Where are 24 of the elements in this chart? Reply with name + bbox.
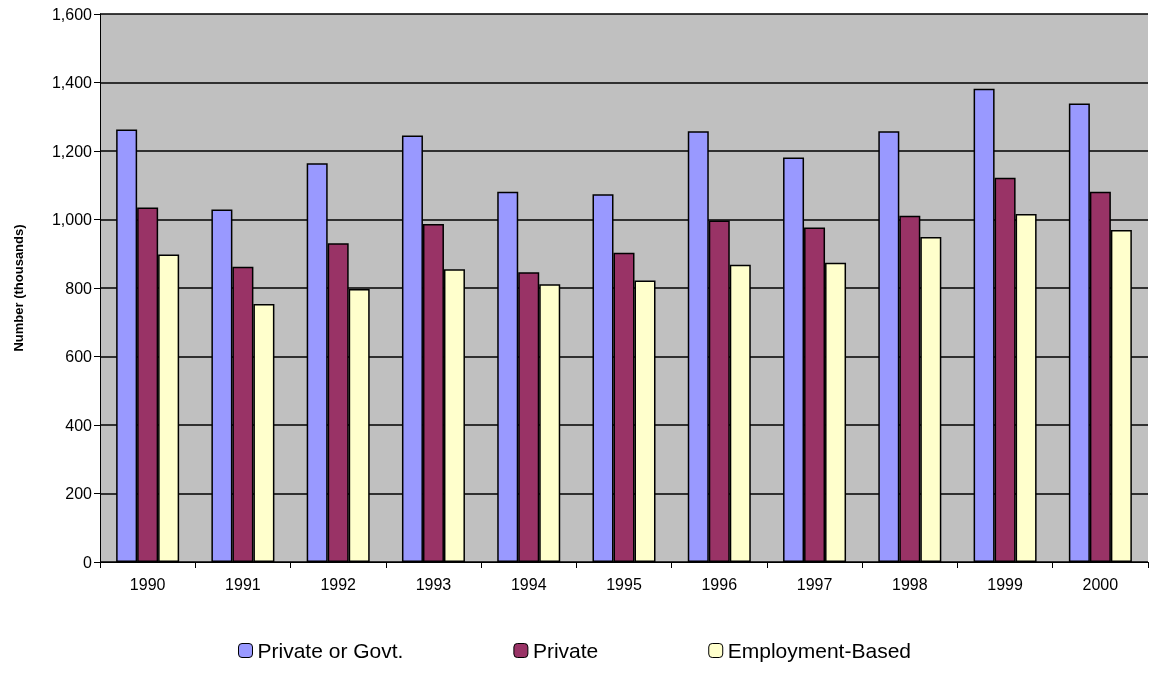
x-tick-label: 1998	[892, 575, 928, 593]
y-tick-label: 1,600	[51, 5, 93, 23]
legend-label: Private or Govt.	[257, 639, 404, 662]
legend-label: Private	[532, 639, 599, 662]
x-tick-label: 1990	[129, 575, 166, 593]
y-tick-label: 600	[65, 348, 93, 365]
x-tick-label: 1992	[320, 575, 357, 593]
y-axis-title: Number (thousands)	[11, 224, 26, 352]
x-tick-label: 1991	[225, 575, 261, 593]
x-tick-label: 1999	[987, 575, 1023, 593]
x-tick-label: 1997	[796, 575, 833, 593]
x-tick-label: 1994	[510, 575, 547, 593]
x-tick-label: 1995	[606, 575, 642, 593]
x-tick-label: 2000	[1082, 575, 1119, 593]
y-tick-label: 1,000	[51, 211, 93, 228]
y-tick-label: 0	[83, 553, 93, 571]
y-tick-label: 1,200	[51, 142, 93, 160]
y-tick-label: 200	[65, 485, 93, 502]
x-tick-label: 1996	[701, 575, 738, 593]
y-tick-label: 800	[65, 279, 93, 297]
legend-label: Employment-Based	[727, 639, 911, 662]
y-tick-label: 1,400	[51, 74, 93, 91]
x-tick-label: 1993	[415, 575, 452, 593]
y-tick-label: 400	[65, 416, 93, 434]
